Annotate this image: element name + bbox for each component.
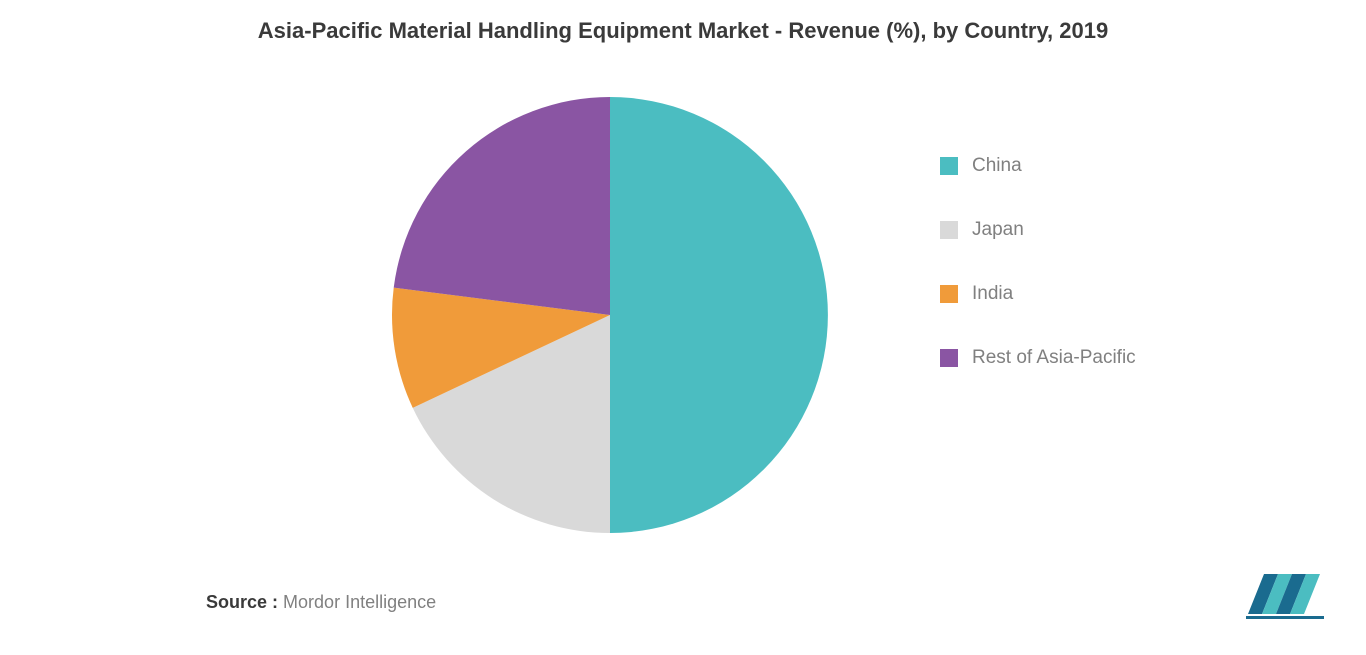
legend-swatch [940, 285, 958, 303]
legend-label: Japan [972, 219, 1024, 241]
logo-baseline [1246, 616, 1324, 619]
legend-swatch [940, 349, 958, 367]
legend-label: China [972, 155, 1022, 177]
pie-chart [390, 95, 830, 540]
legend-item: Japan [940, 219, 1136, 241]
pie-slice [610, 97, 828, 533]
legend-swatch [940, 157, 958, 175]
source-value: Mordor Intelligence [283, 592, 436, 612]
legend-label: Rest of Asia-Pacific [972, 347, 1136, 369]
brand-logo [1244, 570, 1326, 627]
legend: China Japan India Rest of Asia-Pacific [940, 155, 1136, 369]
legend-swatch [940, 221, 958, 239]
legend-item: Rest of Asia-Pacific [940, 347, 1136, 369]
legend-item: China [940, 155, 1136, 177]
pie-slice [394, 97, 610, 315]
legend-item: India [940, 283, 1136, 305]
source-attribution: Source : Mordor Intelligence [206, 592, 436, 613]
legend-label: India [972, 283, 1013, 305]
chart-area: China Japan India Rest of Asia-Pacific [0, 95, 1366, 555]
chart-title: Asia-Pacific Material Handling Equipment… [0, 0, 1366, 44]
source-label: Source : [206, 592, 278, 612]
